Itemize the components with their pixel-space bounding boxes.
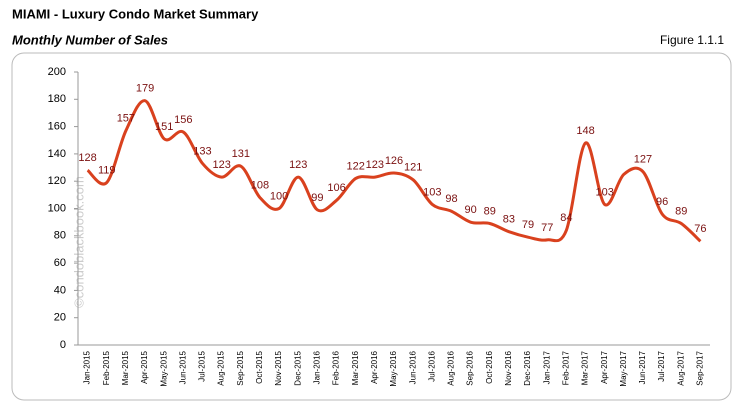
y-tick-label: 60 <box>54 257 66 269</box>
y-tick-label: 160 <box>48 121 66 133</box>
data-label: 157 <box>117 113 135 125</box>
data-label: 89 <box>675 205 687 217</box>
x-tick-label: Sep-2017 <box>696 350 705 385</box>
data-label: 98 <box>445 193 457 205</box>
data-label: 103 <box>595 186 613 198</box>
x-tick-label: Sep-2015 <box>236 350 245 385</box>
x-tick-label: Jan-2016 <box>313 350 322 384</box>
x-tick-label: Feb-2017 <box>561 350 570 385</box>
x-tick-label: Apr-2015 <box>140 350 149 383</box>
x-tick-label: Mar-2015 <box>121 350 130 385</box>
x-tick-label: Jun-2016 <box>408 350 417 384</box>
x-tick-label: Mar-2016 <box>351 350 360 385</box>
data-label: 151 <box>155 121 173 133</box>
data-label: 119 <box>98 164 116 176</box>
data-label: 148 <box>576 125 594 137</box>
x-tick-label: Apr-2016 <box>370 350 379 383</box>
x-tick-label: Jul-2016 <box>427 350 436 381</box>
x-tick-label: Aug-2015 <box>217 350 226 385</box>
y-tick-label: 40 <box>54 284 66 296</box>
data-label: 96 <box>656 196 668 208</box>
chart-title: MIAMI - Luxury Condo Market Summary <box>12 6 259 21</box>
data-label: 128 <box>78 152 96 164</box>
data-label: 133 <box>193 145 211 157</box>
x-tick-label: Oct-2015 <box>255 350 264 383</box>
line-series <box>86 99 702 243</box>
y-tick-label: 200 <box>48 66 66 78</box>
x-tick-label: Feb-2016 <box>332 350 341 385</box>
x-tick-label: Apr-2017 <box>600 350 609 383</box>
x-tick-label: Jul-2017 <box>657 350 666 381</box>
data-label: 108 <box>251 179 269 191</box>
data-label: 103 <box>423 186 441 198</box>
data-label: 121 <box>404 162 422 174</box>
data-label: 131 <box>232 148 250 160</box>
x-tick-label: Nov-2015 <box>274 350 283 385</box>
data-label: 123 <box>366 159 384 171</box>
data-label: 77 <box>541 222 553 234</box>
chart-subtitle: Monthly Number of Sales <box>12 32 168 47</box>
x-tick-label: Jan-2015 <box>83 350 92 384</box>
data-label: 83 <box>503 214 515 226</box>
data-label: 156 <box>174 114 192 126</box>
data-label: 179 <box>136 83 154 95</box>
y-tick-label: 0 <box>60 339 66 351</box>
x-tick-label: Jun-2015 <box>178 350 187 384</box>
data-label: 76 <box>694 223 706 235</box>
x-tick-label: Oct-2016 <box>485 350 494 383</box>
x-tick-label: Sep-2016 <box>466 350 475 385</box>
x-tick-label: May-2015 <box>159 350 168 386</box>
x-tick-label: Dec-2016 <box>523 350 532 385</box>
x-tick-label: Jun-2017 <box>638 350 647 384</box>
x-tick-label: Feb-2015 <box>102 350 111 385</box>
x-tick-label: Aug-2017 <box>676 350 685 385</box>
data-label: 84 <box>560 212 572 224</box>
data-label: 90 <box>464 204 476 216</box>
y-tick-label: 20 <box>54 312 66 324</box>
x-tick-label: Dec-2015 <box>293 350 302 385</box>
data-label: 99 <box>311 192 323 204</box>
y-tick-label: 140 <box>48 148 66 160</box>
y-tick-label: 80 <box>54 230 66 242</box>
x-tick-label: Nov-2016 <box>504 350 513 385</box>
data-label: 122 <box>347 160 365 172</box>
x-tick-label: Aug-2016 <box>447 350 456 385</box>
y-tick-label: 100 <box>48 202 66 214</box>
data-label: 106 <box>327 182 345 194</box>
data-label: 123 <box>212 159 230 171</box>
data-label: 123 <box>289 159 307 171</box>
data-label: 127 <box>634 154 652 166</box>
figure-label: Figure 1.1.1 <box>660 33 724 47</box>
y-tick-label: 120 <box>48 175 66 187</box>
chart-frame <box>11 52 732 401</box>
x-tick-label: May-2017 <box>619 350 628 386</box>
data-label: 126 <box>385 155 403 167</box>
y-tick-label: 180 <box>48 93 66 105</box>
data-label: 79 <box>522 219 534 231</box>
watermark: ©condoblackbook.com <box>71 176 86 308</box>
x-tick-label: Jul-2015 <box>198 350 207 381</box>
data-label: 100 <box>270 190 288 202</box>
x-tick-label: May-2016 <box>389 350 398 386</box>
x-tick-label: Jan-2017 <box>542 350 551 384</box>
data-label: 89 <box>484 205 496 217</box>
x-tick-label: Mar-2017 <box>581 350 590 385</box>
